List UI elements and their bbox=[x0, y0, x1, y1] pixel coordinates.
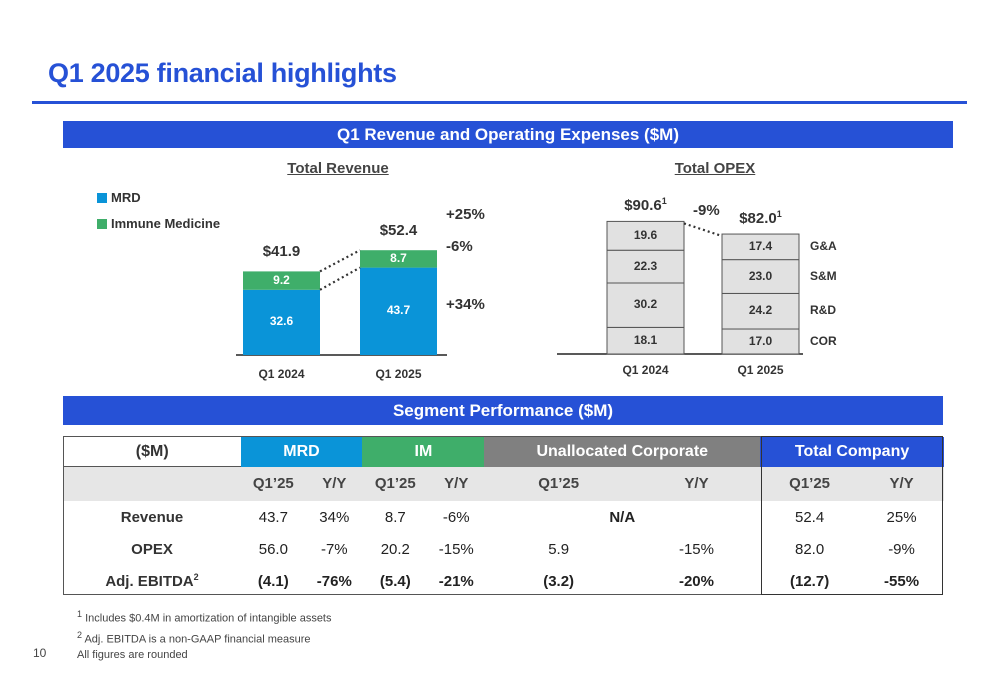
opex-category-label: R&D bbox=[810, 303, 836, 318]
table-cell: -15% bbox=[438, 540, 474, 558]
opex-bar-ga-1 bbox=[721, 233, 800, 261]
revenue-bar-label: 43.7 bbox=[386, 303, 411, 318]
legend-swatch-immune bbox=[97, 219, 107, 229]
revenue-change-label: +25% bbox=[446, 206, 485, 223]
legend-swatch-mrd bbox=[97, 193, 107, 203]
table-cell: -20% bbox=[678, 572, 714, 590]
subheader-q125: Q1’25 bbox=[362, 466, 429, 501]
table-cell: -6% bbox=[442, 508, 470, 526]
legend-label-immune: Immune Medicine bbox=[111, 216, 221, 231]
table-cell: (12.7) bbox=[790, 572, 830, 590]
table-cell: -55% bbox=[884, 572, 920, 590]
opex-bar-label: 30.2 bbox=[633, 297, 658, 312]
opex-chart-title: Total OPEX bbox=[674, 160, 756, 177]
opex-bar-cor-1 bbox=[721, 328, 800, 355]
revenue-bar-mrd-0 bbox=[243, 289, 320, 355]
revenue-bar-label: 9.2 bbox=[273, 272, 290, 287]
revenue-bar-mrd-1 bbox=[360, 267, 437, 355]
opex-category-label: COR bbox=[810, 333, 837, 348]
table-cell: (5.4) bbox=[379, 572, 411, 590]
footnote-1: 1 Includes $0.4M in amortization of inta… bbox=[77, 609, 332, 625]
title-divider bbox=[32, 101, 967, 104]
opex-bar-label: 17.0 bbox=[748, 333, 773, 348]
revenue-change-label: +34% bbox=[446, 296, 485, 313]
opex-total-label: $90.61 bbox=[624, 196, 667, 215]
revenue-total-connector bbox=[319, 249, 361, 273]
table-cell: -7% bbox=[320, 540, 348, 558]
table-cell: 43.7 bbox=[258, 508, 288, 526]
table-cell: -21% bbox=[438, 572, 474, 590]
table-cell: 20.2 bbox=[380, 540, 410, 558]
subheader-yy: Y/Y bbox=[428, 466, 485, 501]
footnote-2: 2 Adj. EBITDA is a non-GAAP financial me… bbox=[77, 629, 311, 646]
table-cell: N/A bbox=[609, 508, 636, 526]
opex-bar-sm-1 bbox=[721, 259, 800, 294]
opex-bar-label: 18.1 bbox=[633, 332, 658, 347]
opex-bar-ga-0 bbox=[606, 220, 685, 251]
revenue-bar-label: 8.7 bbox=[390, 250, 407, 265]
table-cell: 25% bbox=[886, 508, 917, 526]
opex-total-label: $82.01 bbox=[739, 209, 782, 228]
revenue-bar-immune-medicine-0 bbox=[243, 271, 320, 290]
revenue-total-label: $41.9 bbox=[262, 243, 301, 261]
header-im: IM bbox=[362, 436, 485, 467]
opex-change-label: -9% bbox=[693, 202, 720, 219]
table-cell: (4.1) bbox=[257, 572, 289, 590]
row-label: Adj. EBITDA2 bbox=[105, 572, 199, 590]
subheader-yy: Y/Y bbox=[859, 466, 944, 501]
subheader-q125: Q1’25 bbox=[484, 466, 633, 501]
opex-bar-label: 23.0 bbox=[748, 268, 773, 283]
table-cell: 5.9 bbox=[548, 540, 570, 558]
table-cell: 34% bbox=[319, 508, 350, 526]
subheader-q125: Q1’25 bbox=[240, 466, 307, 501]
segment-performance-table: ($M) MRD IM Unallocated Corporate Total … bbox=[63, 436, 944, 597]
revenue-mrd-connector bbox=[319, 266, 361, 291]
section-header-segment: Segment Performance ($M) bbox=[63, 396, 943, 425]
header-mrd: MRD bbox=[240, 436, 363, 467]
opex-category-label: G&A bbox=[810, 238, 837, 253]
header-total-company: Total Company bbox=[760, 436, 944, 467]
page-number: 10 bbox=[33, 646, 47, 660]
opex-bar-label: 22.3 bbox=[633, 258, 658, 273]
revenue-chart-title: Total Revenue bbox=[287, 160, 389, 177]
footnote-3: All figures are rounded bbox=[77, 649, 188, 662]
footnotes: 1 Includes $0.4M in amortization of inta… bbox=[77, 606, 332, 663]
opex-bar-label: 17.4 bbox=[748, 238, 773, 253]
opex-bar-label: 19.6 bbox=[633, 227, 658, 242]
header-unallocated-corporate: Unallocated Corporate bbox=[484, 436, 761, 467]
row-label: Revenue bbox=[120, 508, 184, 526]
opex-bar-label: 24.2 bbox=[748, 303, 773, 318]
revenue-bar-immune-medicine-1 bbox=[360, 250, 437, 268]
revenue-change-label: -6% bbox=[446, 238, 473, 255]
table-cell: 82.0 bbox=[795, 540, 825, 558]
opex-x-tick-label: Q1 2024 bbox=[622, 363, 669, 377]
table-cell: -15% bbox=[678, 540, 714, 558]
opex-category-label: S&M bbox=[810, 268, 837, 283]
subheader-yy: Y/Y bbox=[632, 466, 761, 501]
table-cell: 52.4 bbox=[795, 508, 825, 526]
opex-total-connector bbox=[683, 222, 723, 238]
opex-bar-rd-0 bbox=[606, 282, 685, 328]
subheader-blank bbox=[63, 466, 241, 501]
revenue-x-tick-label: Q1 2024 bbox=[258, 367, 305, 381]
revenue-total-label: $52.4 bbox=[379, 222, 418, 240]
table-corner: ($M) bbox=[63, 436, 241, 467]
page-title: Q1 2025 financial highlights bbox=[48, 58, 397, 88]
subheader-yy: Y/Y bbox=[306, 466, 363, 501]
opex-x-tick-label: Q1 2025 bbox=[737, 363, 784, 377]
revenue-bar-label: 32.6 bbox=[269, 314, 294, 329]
table-cell: 56.0 bbox=[258, 540, 288, 558]
section-header-revenue-opex: Q1 Revenue and Operating Expenses ($M) bbox=[63, 121, 953, 148]
table-cell: -9% bbox=[888, 540, 915, 558]
revenue-opex-charts bbox=[236, 220, 803, 356]
revenue-x-tick-label: Q1 2025 bbox=[375, 367, 422, 381]
opex-bar-sm-0 bbox=[606, 249, 685, 284]
row-label: OPEX bbox=[131, 540, 173, 558]
table-cell: 8.7 bbox=[384, 508, 406, 526]
table-cell: -76% bbox=[316, 572, 352, 590]
table-cell: (3.2) bbox=[543, 572, 575, 590]
legend-label-mrd: MRD bbox=[111, 190, 141, 205]
subheader-q125: Q1’25 bbox=[760, 466, 860, 501]
